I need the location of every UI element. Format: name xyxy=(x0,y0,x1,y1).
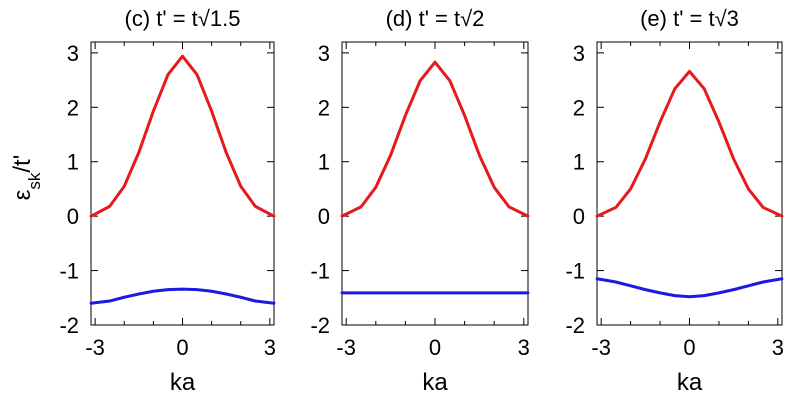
y-tick-label: -1 xyxy=(59,259,79,284)
x-tick-label: 3 xyxy=(264,335,276,360)
y-tick-label: 3 xyxy=(318,41,330,66)
y-tick-label: 0 xyxy=(67,204,79,229)
x-tick-label: 3 xyxy=(518,335,530,360)
y-tick-label: -2 xyxy=(565,313,585,338)
x-tick-label: 3 xyxy=(772,335,784,360)
y-tick-label: -2 xyxy=(310,313,330,338)
y-tick-label: 1 xyxy=(318,150,330,175)
series-line-0 xyxy=(340,60,530,218)
panel-1: -3 0 3 -2 -1 0 1 2 3 (d) t' = t√2 ka xyxy=(310,6,529,396)
series-line-1 xyxy=(595,277,784,299)
x-axis-label: ka xyxy=(677,369,703,396)
series-line-1 xyxy=(89,287,276,305)
series-line-0 xyxy=(89,54,276,218)
panel-title: (e) t' = t√3 xyxy=(640,6,739,31)
x-tick-label: 0 xyxy=(683,335,695,360)
y-tick-label: -1 xyxy=(565,259,585,284)
panel-0: -3 0 3 -2 -1 0 1 2 3 (c) t' = t√1.5 ka εsk/t' xyxy=(9,6,276,396)
panel-title: (d) t' = t√2 xyxy=(386,6,485,31)
panel-title: (c) t' = t√1.5 xyxy=(125,6,241,31)
y-tick-label: 0 xyxy=(573,204,585,229)
plot-frame xyxy=(90,41,275,326)
x-axis-label: ka xyxy=(422,369,448,396)
plot-frame xyxy=(341,41,529,326)
x-tick-label: 0 xyxy=(429,335,441,360)
y-tick-label: 0 xyxy=(318,204,330,229)
plot-frame xyxy=(596,41,783,326)
x-tick-label: 0 xyxy=(176,335,188,360)
y-tick-label: 2 xyxy=(573,95,585,120)
panel-2: -3 0 3 -2 -1 0 1 2 3 (e) t' = t√3 ka xyxy=(565,6,784,396)
x-axis-label: ka xyxy=(170,369,196,396)
y-tick-label: -1 xyxy=(310,259,330,284)
y-tick-label: 1 xyxy=(67,150,79,175)
y-tick-label: -2 xyxy=(59,313,79,338)
x-tick-label: -3 xyxy=(85,335,105,360)
series-line-0 xyxy=(595,69,784,218)
x-tick-label: -3 xyxy=(591,335,611,360)
y-tick-label: 1 xyxy=(573,150,585,175)
y-tick-label: 3 xyxy=(67,41,79,66)
y-tick-label: 3 xyxy=(573,41,585,66)
y-tick-label: 2 xyxy=(318,95,330,120)
y-axis-label: εsk/t' xyxy=(9,155,44,201)
y-tick-label: 2 xyxy=(67,95,79,120)
x-tick-label: -3 xyxy=(336,335,356,360)
